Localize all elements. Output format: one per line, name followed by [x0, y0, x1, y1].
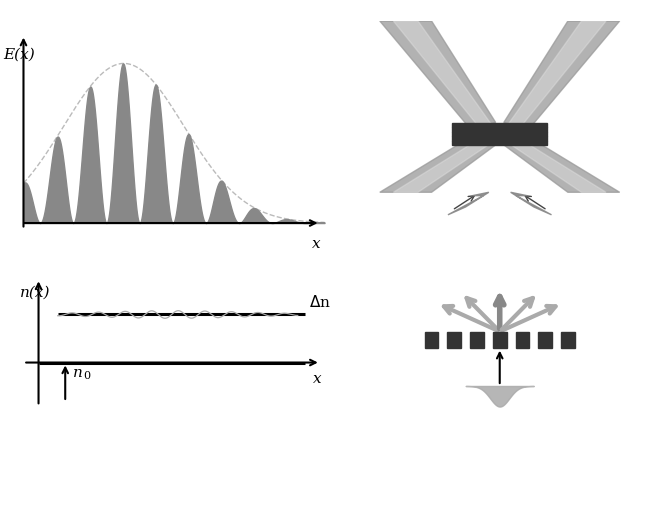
- Bar: [425, 332, 439, 348]
- Text: $\Delta$n: $\Delta$n: [309, 294, 331, 310]
- Bar: [539, 332, 552, 348]
- FancyBboxPatch shape: [452, 141, 548, 145]
- Bar: [448, 332, 461, 348]
- Text: n: n: [73, 366, 82, 380]
- Polygon shape: [508, 21, 606, 129]
- FancyBboxPatch shape: [452, 123, 548, 127]
- Polygon shape: [380, 21, 496, 131]
- Polygon shape: [511, 192, 552, 215]
- Bar: [561, 332, 575, 348]
- FancyBboxPatch shape: [452, 136, 548, 141]
- Text: 0: 0: [83, 371, 90, 381]
- Polygon shape: [504, 21, 620, 131]
- FancyBboxPatch shape: [452, 132, 548, 136]
- Polygon shape: [393, 21, 491, 129]
- Polygon shape: [448, 192, 489, 215]
- Text: E(x): E(x): [3, 47, 35, 61]
- Bar: [493, 332, 507, 348]
- Bar: [470, 332, 484, 348]
- Text: x: x: [312, 237, 321, 251]
- Text: x: x: [313, 372, 321, 386]
- Polygon shape: [508, 138, 606, 192]
- Polygon shape: [380, 136, 496, 192]
- Polygon shape: [393, 138, 491, 192]
- Bar: [515, 332, 530, 348]
- Polygon shape: [504, 136, 620, 192]
- FancyBboxPatch shape: [452, 128, 548, 132]
- Text: n(x): n(x): [20, 286, 51, 300]
